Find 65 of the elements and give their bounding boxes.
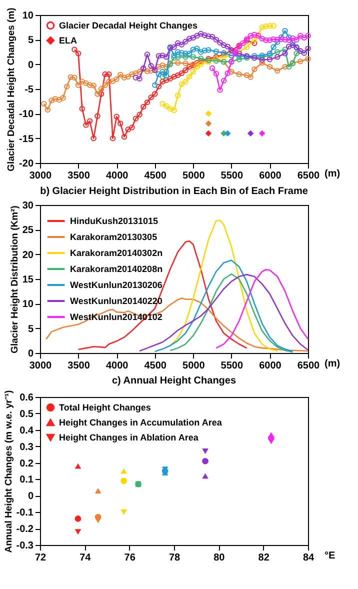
y-tick-label: -0.3 <box>16 540 34 552</box>
y-axis-title: Glacier Decadal Height Changes (m) <box>6 8 18 172</box>
y-axis-title: Glacier Height Distribution (Km²) <box>9 206 20 354</box>
x-tick-label: 3000 <box>29 170 52 182</box>
legend-label: Karakoram20140302n <box>70 248 163 258</box>
y-tick-label: 0 <box>28 60 34 71</box>
x-tick-label: 74 <box>80 552 92 564</box>
y-tick-label: -10 <box>19 109 34 120</box>
y-tick-label: -20 <box>19 158 34 170</box>
y-tick-label: 10 <box>22 299 34 310</box>
y-tick-label: 0 <box>28 491 34 502</box>
legend-label: Karakoram20140208n <box>70 264 163 274</box>
legend-label: ELA <box>59 36 78 46</box>
x-axis-title: (m) <box>324 358 340 370</box>
x-tick-label: 82 <box>258 552 270 564</box>
y-tick-label: 30 <box>22 200 34 212</box>
x-tick-label: 78 <box>168 552 180 564</box>
x-tick-label: 6000 <box>259 360 282 372</box>
y-tick-label: -0.1 <box>16 508 34 519</box>
x-tick-label: 6500 <box>297 360 320 372</box>
y-tick-label: 0.6 <box>20 392 34 404</box>
y-tick-label: 0 <box>28 348 34 360</box>
y-tick-label: 0.2 <box>20 458 34 470</box>
chart-title: b) Glacier Height Distribution in Each Bin of Each Frame <box>40 186 308 197</box>
x-tick-label: 4000 <box>106 360 129 372</box>
x-tick-label: 5000 <box>182 170 206 182</box>
y-tick-label: -0.2 <box>16 524 34 536</box>
x-tick-label: 3500 <box>68 170 90 182</box>
x-axis-title: (m) <box>324 168 340 180</box>
x-tick-label: 6500 <box>297 170 320 182</box>
legend-label: HinduKush20131015 <box>70 216 158 226</box>
y-tick-label: 10 <box>22 10 34 22</box>
y-tick-label: 0.5 <box>20 408 34 420</box>
y-tick-label: 5 <box>28 35 34 46</box>
x-tick-label: 4500 <box>144 360 167 372</box>
x-tick-label: 80 <box>214 552 226 564</box>
y-tick-label: -5 <box>24 84 34 96</box>
x-tick-label: 76 <box>124 552 136 564</box>
chart-title: c) Annual Height Changes <box>112 376 236 387</box>
x-tick-label: 84 <box>302 552 314 564</box>
y-tick-label: 0.1 <box>20 474 34 486</box>
legend-label: Total Height Changes <box>59 402 151 412</box>
legend-label: Glacier Decadal Height Changes <box>59 20 198 30</box>
x-axis-title: °E <box>324 550 336 562</box>
x-tick-label: 4500 <box>144 170 167 182</box>
x-tick-label: 6000 <box>259 170 282 182</box>
legend-label: WestKunlun20130206 <box>70 280 162 290</box>
y-axis-title: Annual Height Changes (m w.e. yr⁻¹) <box>3 390 14 553</box>
y-tick-label: 0.3 <box>20 442 34 453</box>
x-tick-label: 3000 <box>29 360 52 372</box>
legend-label: Height Changes in Accumulation Area <box>59 418 223 428</box>
x-tick-label: 3500 <box>68 360 90 372</box>
y-tick-label: 25 <box>22 225 34 236</box>
y-tick-label: 5 <box>28 324 34 335</box>
y-tick-label: -15 <box>19 134 34 145</box>
x-tick-label: 5500 <box>220 170 244 182</box>
x-tick-label: 4000 <box>106 170 129 182</box>
legend-label: Karakoram20130305 <box>70 232 158 242</box>
x-tick-label: 5000 <box>182 360 206 372</box>
y-tick-label: 20 <box>22 250 34 261</box>
legend-label: Height Changes in Ablation Area <box>59 432 200 442</box>
x-tick-label: 5500 <box>220 360 244 372</box>
y-tick-label: 0.4 <box>20 425 34 436</box>
x-tick-label: 72 <box>34 552 46 564</box>
y-tick-label: 15 <box>22 274 34 286</box>
